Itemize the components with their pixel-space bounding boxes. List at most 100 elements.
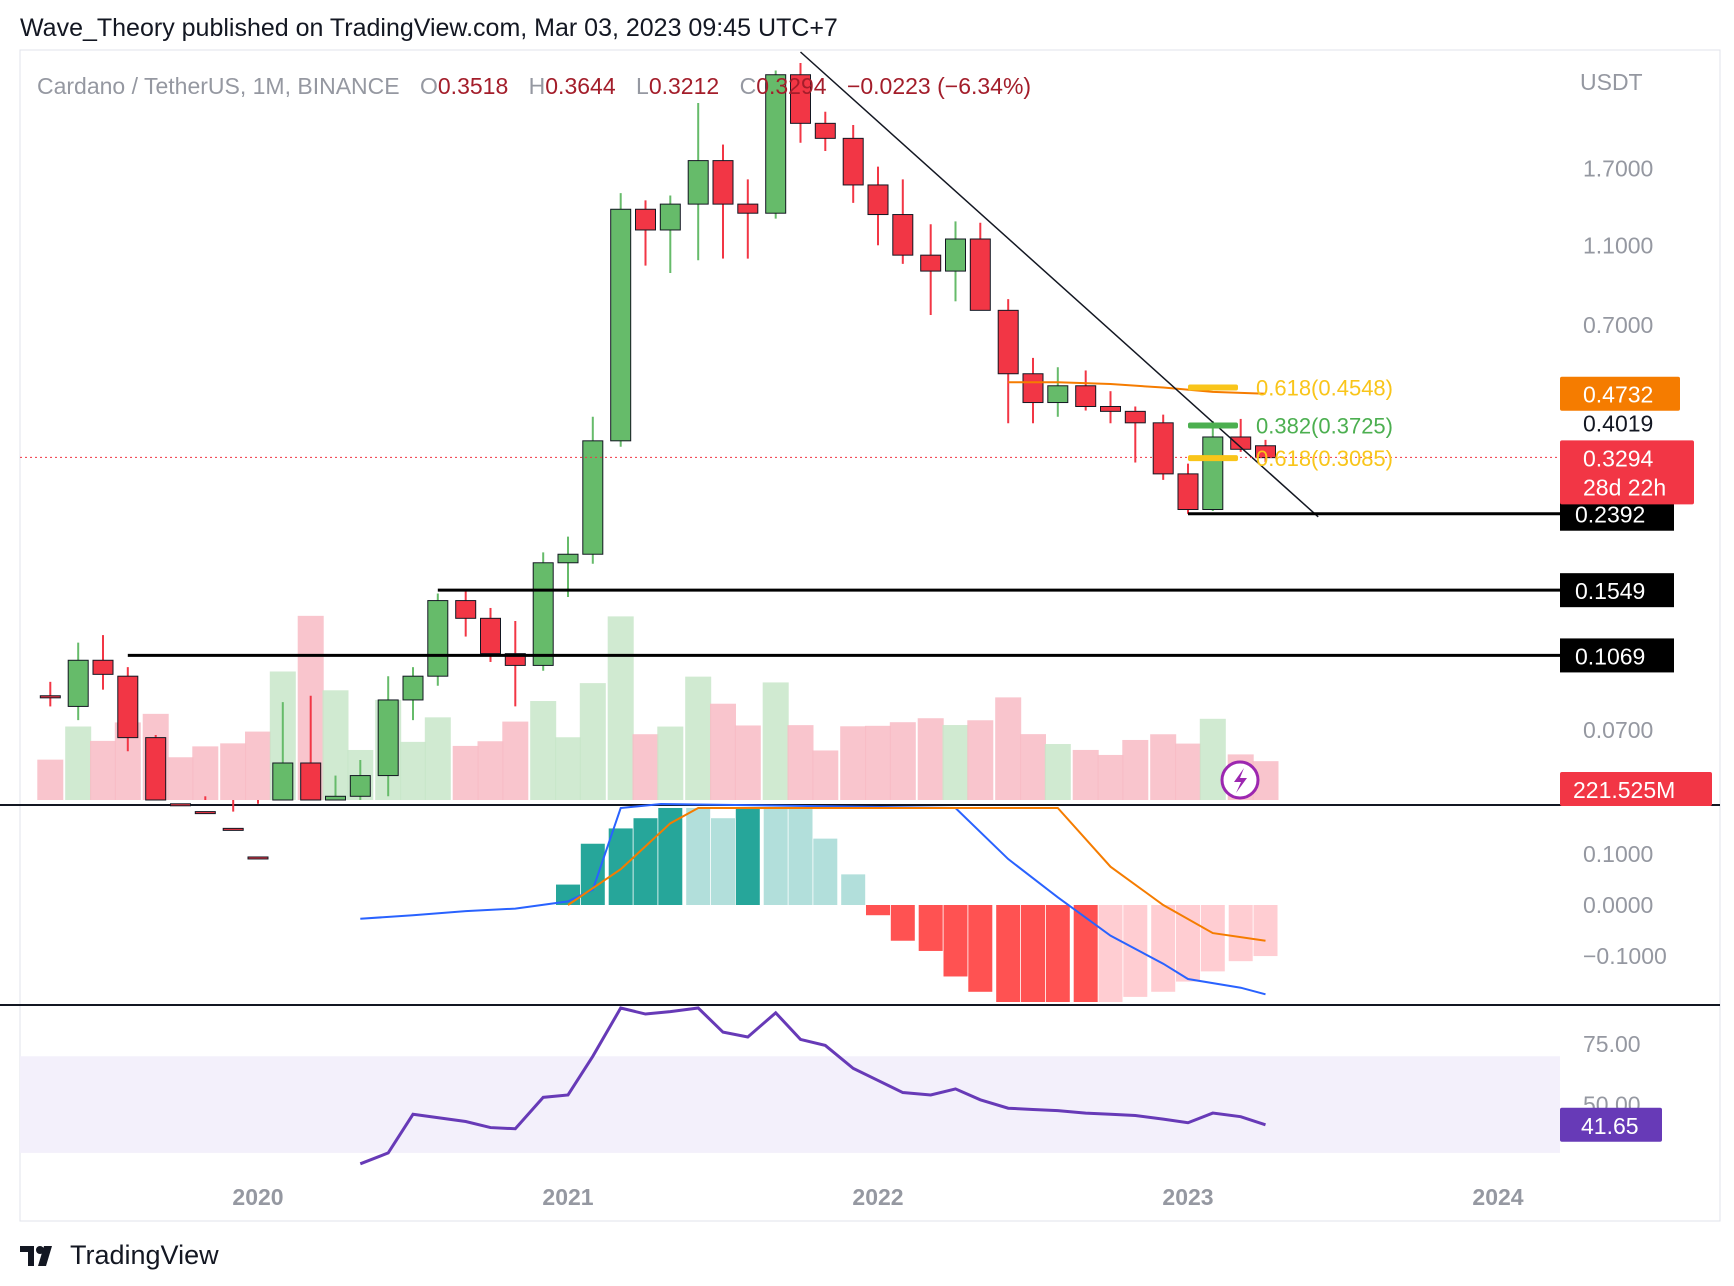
ema-line <box>1008 381 1266 395</box>
candle-body <box>377 699 399 777</box>
volume-bar <box>840 726 867 800</box>
volume-bar <box>812 750 839 800</box>
volume-bar <box>607 616 634 800</box>
volume-bar <box>400 741 426 800</box>
footer: TradingView <box>20 1240 219 1271</box>
volume-bar <box>995 697 1022 800</box>
support-level-tag <box>1560 638 1674 673</box>
candle-body <box>272 762 294 801</box>
candle-body <box>480 617 501 655</box>
macd-histogram-bar <box>711 818 735 905</box>
macd-histogram-bar <box>633 818 658 905</box>
macd-histogram-bar <box>866 905 890 916</box>
time-axis-tick: 2024 <box>1472 1184 1523 1210</box>
legend-open: 0.3518 <box>438 73 508 99</box>
price-axis-tick: 1.7000 <box>1583 156 1653 182</box>
legend-open-label: O <box>420 73 438 99</box>
candle-body <box>194 811 216 815</box>
macd-histogram-bar <box>1151 905 1176 992</box>
macd-axis-tick: 0.0000 <box>1583 892 1653 918</box>
macd-histogram-bar <box>1098 905 1123 1002</box>
candle-body <box>867 184 889 216</box>
macd-histogram-bar <box>1073 905 1098 1002</box>
macd-histogram-bar <box>968 905 993 992</box>
rsi-value-tag <box>1560 1107 1662 1142</box>
candle-body <box>557 553 579 564</box>
candle-body <box>92 659 114 675</box>
rsi-line <box>359 1006 1266 1166</box>
support-level-label: 0.1549 <box>1575 578 1645 604</box>
candle-body <box>325 795 346 801</box>
candle-body <box>1075 385 1097 407</box>
tradingview-logo-icon[interactable] <box>20 1244 60 1268</box>
time-axis-tick: 2021 <box>542 1184 593 1210</box>
resistance-trendline <box>799 51 1319 518</box>
candle-body <box>1177 473 1199 511</box>
footer-brand: TradingView <box>70 1240 219 1270</box>
support-level-label: 0.2392 <box>1575 502 1645 528</box>
volume-bar <box>1097 754 1124 800</box>
volume-bar <box>1122 739 1149 800</box>
macd-histogram-bar <box>1045 905 1070 1002</box>
lightning-icon[interactable] <box>1220 760 1260 800</box>
macd-axis-tick: 0.1000 <box>1583 841 1653 867</box>
volume-bar <box>762 682 789 800</box>
volume-bar <box>90 740 116 800</box>
candle-body <box>945 238 966 272</box>
support-level-tag <box>1560 573 1674 608</box>
candle-body <box>969 238 991 311</box>
macd-histogram-bar <box>841 874 866 905</box>
candle-body <box>402 675 424 701</box>
candle-body <box>712 160 734 205</box>
candle-body <box>1202 436 1224 511</box>
candle-body <box>582 440 604 555</box>
legend-close: 0.3294 <box>756 73 827 99</box>
candle-body <box>1152 422 1174 475</box>
volume-bar <box>477 741 504 800</box>
candle-body <box>920 254 942 272</box>
volume-area <box>37 615 1279 800</box>
last-price-tag <box>1560 440 1694 505</box>
volume-bar <box>632 734 659 800</box>
volume-bar <box>1150 734 1177 800</box>
countdown-label: 28d 22h <box>1583 474 1666 500</box>
candle-body <box>1100 405 1121 412</box>
macd-histogram-bar <box>996 905 1021 1002</box>
candle-body <box>39 695 61 699</box>
legend-line: Cardano / TetherUS, 1M, BINANCE O0.3518 … <box>37 73 1031 99</box>
candle-body <box>1047 385 1069 404</box>
price-axis-tick: 1.1000 <box>1583 232 1653 258</box>
rsi-band <box>20 1056 1560 1153</box>
macd-pane <box>360 802 1278 1002</box>
time-axis-tick: 2023 <box>1162 1184 1213 1210</box>
volume-bar <box>1175 743 1201 800</box>
macd-histogram-bar <box>788 808 813 905</box>
volume-bar <box>1072 749 1099 800</box>
volume-bar <box>220 743 247 800</box>
price-axis-tick: 0.7000 <box>1583 312 1653 338</box>
last-price-label: 0.3294 <box>1583 445 1654 471</box>
volume-bar <box>65 726 92 800</box>
price-axis-tick: 0.0700 <box>1583 717 1653 743</box>
legend-high: 0.3644 <box>545 73 616 99</box>
macd-histogram-bar <box>1228 905 1253 962</box>
ema-price-tag <box>1560 376 1680 411</box>
volume-bar <box>452 745 479 800</box>
volume-bar <box>1044 744 1071 800</box>
fib-label: 0.618(0.4548) <box>1256 376 1393 401</box>
candle-body <box>765 74 787 214</box>
time-axis-tick: 2022 <box>852 1184 903 1210</box>
volume-bar <box>967 720 994 800</box>
volume-bar <box>787 725 814 800</box>
volume-bar <box>734 725 761 800</box>
volume-label: 221.525M <box>1573 777 1675 803</box>
candle-body <box>247 856 269 860</box>
signal-line <box>567 807 1266 942</box>
volume-bar <box>657 726 684 800</box>
macd-histogram-bar <box>580 843 605 905</box>
candle-body <box>427 600 449 677</box>
legend-high-label: H <box>529 73 546 99</box>
candle-body <box>349 775 371 797</box>
